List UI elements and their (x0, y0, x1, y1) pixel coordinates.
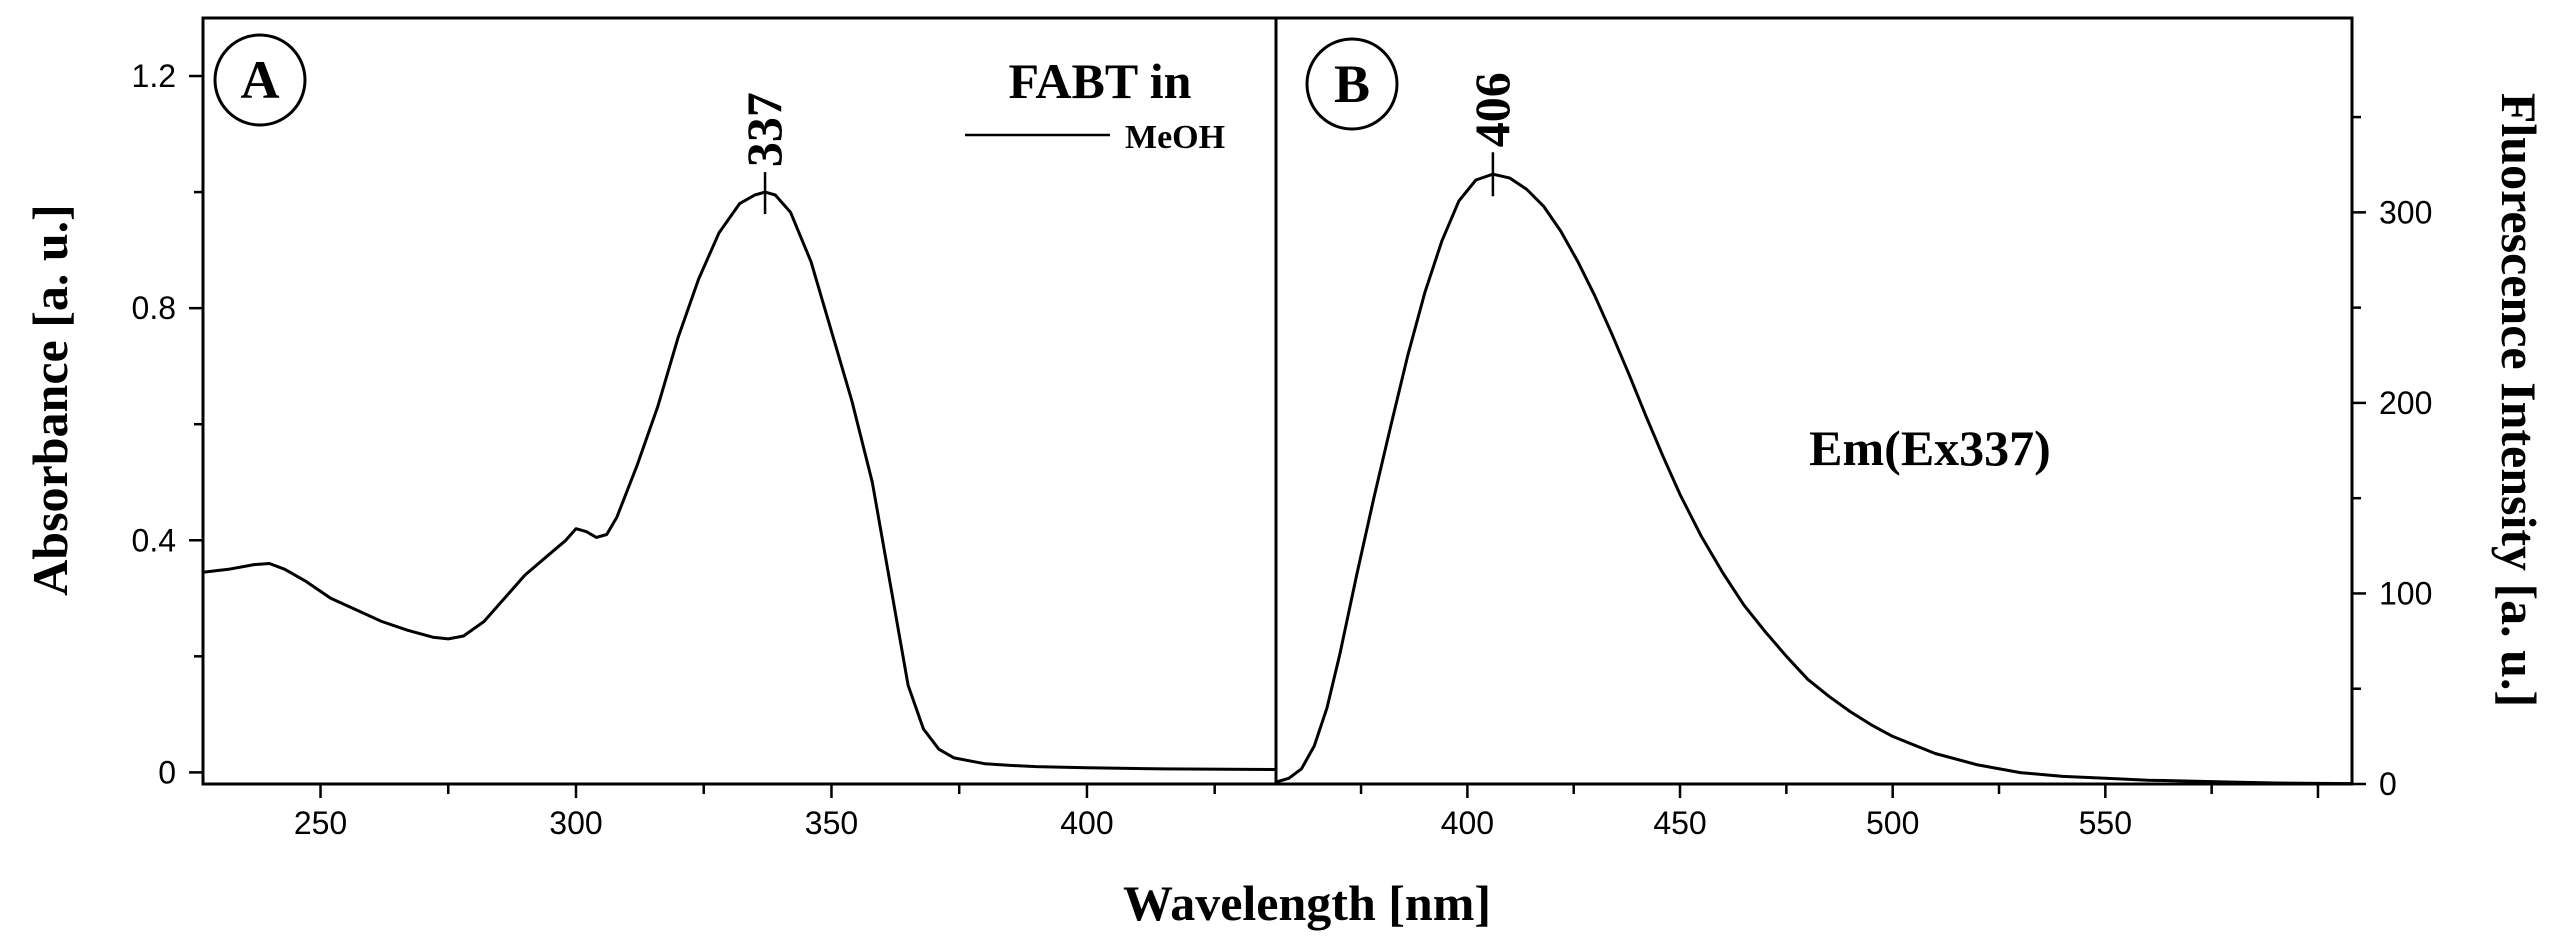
panel-b-x-axis: 400 450 500 550 (1359, 784, 2320, 841)
panel-a-x-tick-label: 300 (549, 805, 602, 841)
panel-b-letter: B (1334, 54, 1370, 114)
legend-label: MeOH (1125, 119, 1225, 156)
panel-a-y-tick-label: 0.8 (132, 290, 176, 326)
panel-a-circle (213, 33, 307, 127)
panel-b-y-tick-label: 200 (2379, 385, 2432, 421)
x-axis-title: Wavelength [nm] (1123, 875, 1491, 931)
panel-a-x-tick-label: 350 (805, 805, 858, 841)
left-y-axis-title: Absorbance [a. u.] (22, 204, 78, 596)
panel-b-y-tick-label: 300 (2379, 194, 2432, 230)
panel-b-y-tick-label: 100 (2379, 575, 2432, 611)
panel-b-y-axis: 0 100 200 300 (2352, 115, 2432, 802)
panel-a-x-axis: 250 300 350 400 (294, 784, 1216, 841)
panel-b-x-tick-label: 450 (1653, 805, 1706, 841)
panel-a-y-axis: 0 0.4 0.8 1.2 (132, 58, 203, 790)
legend-title: FABT in (1009, 53, 1192, 109)
peak-406-label: 406 (1464, 72, 1520, 147)
emission-curve (1275, 172, 2353, 786)
panel-a-y-tick-label: 1.2 (132, 58, 176, 94)
panel-b-x-tick-label: 400 (1441, 805, 1494, 841)
absorbance-curve (202, 190, 1277, 771)
panel-a-x-tick-label: 400 (1060, 805, 1113, 841)
panel-b-x-tick-label: 500 (1866, 805, 1919, 841)
panel-a-y-tick-label: 0 (158, 754, 176, 790)
panel-a-x-tick-label: 250 (294, 805, 347, 841)
peak-337-label: 337 (736, 92, 792, 167)
panel-b-y-tick-label: 0 (2379, 766, 2397, 802)
emission-annotation: Em(Ex337) (1809, 420, 2051, 476)
right-y-axis-title: Fluorescence Intensity [a. u.] (2491, 93, 2547, 707)
panel-b-frame (1274, 16, 2354, 786)
panel-b-x-tick-label: 550 (2079, 805, 2132, 841)
panel-b-circle (1305, 37, 1399, 131)
panel-a-y-tick-label: 0.4 (132, 522, 176, 558)
panel-a-letter: A (241, 50, 280, 110)
